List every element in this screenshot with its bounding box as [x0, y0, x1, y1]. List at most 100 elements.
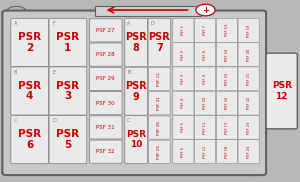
- Text: PSR
12: PSR 12: [272, 81, 292, 101]
- FancyBboxPatch shape: [149, 140, 170, 163]
- FancyBboxPatch shape: [11, 67, 49, 115]
- Text: +: +: [202, 5, 209, 15]
- Text: PSF 25: PSF 25: [158, 145, 161, 159]
- FancyBboxPatch shape: [173, 140, 194, 164]
- Text: PSR
2: PSR 2: [18, 32, 41, 53]
- Text: PSF 30: PSF 30: [96, 101, 115, 106]
- Text: PSF 29: PSF 29: [96, 76, 115, 81]
- Circle shape: [243, 163, 264, 176]
- Bar: [94, 6, 201, 16]
- Text: PSF 11: PSF 11: [158, 72, 161, 86]
- FancyBboxPatch shape: [238, 91, 259, 115]
- Text: PSF 21: PSF 21: [158, 96, 161, 110]
- FancyBboxPatch shape: [49, 67, 87, 115]
- Text: PSR
4: PSR 4: [18, 81, 41, 101]
- Text: PSR
9: PSR 9: [125, 81, 147, 102]
- FancyBboxPatch shape: [216, 115, 238, 139]
- FancyBboxPatch shape: [216, 43, 238, 67]
- FancyBboxPatch shape: [125, 116, 148, 164]
- FancyBboxPatch shape: [125, 18, 148, 67]
- Text: PSF 24: PSF 24: [247, 146, 250, 158]
- Text: PSF 5: PSF 5: [182, 122, 185, 132]
- Text: PSF 8: PSF 8: [203, 50, 207, 60]
- Text: PSR
6: PSR 6: [18, 129, 41, 150]
- FancyBboxPatch shape: [216, 91, 238, 115]
- FancyBboxPatch shape: [125, 67, 148, 115]
- Text: PSR
1: PSR 1: [56, 32, 80, 53]
- FancyBboxPatch shape: [194, 115, 216, 139]
- FancyBboxPatch shape: [194, 91, 216, 115]
- Text: A: A: [14, 21, 17, 26]
- FancyBboxPatch shape: [238, 115, 259, 139]
- Text: C: C: [127, 118, 130, 123]
- FancyBboxPatch shape: [89, 92, 122, 115]
- Text: PSF 11: PSF 11: [203, 121, 207, 134]
- FancyBboxPatch shape: [2, 11, 266, 175]
- FancyBboxPatch shape: [266, 53, 297, 129]
- Circle shape: [6, 6, 27, 19]
- FancyBboxPatch shape: [238, 140, 259, 164]
- FancyBboxPatch shape: [89, 140, 122, 163]
- FancyBboxPatch shape: [49, 18, 87, 67]
- FancyBboxPatch shape: [194, 18, 216, 42]
- FancyBboxPatch shape: [238, 43, 259, 67]
- Text: C: C: [14, 118, 17, 123]
- FancyBboxPatch shape: [149, 92, 170, 115]
- Text: PSF 17: PSF 17: [225, 121, 229, 134]
- FancyBboxPatch shape: [216, 67, 238, 91]
- FancyBboxPatch shape: [173, 18, 194, 42]
- Text: PSF 4: PSF 4: [182, 98, 185, 108]
- Text: PSF 14: PSF 14: [225, 48, 229, 61]
- Text: PSF 26: PSF 26: [158, 120, 161, 134]
- FancyBboxPatch shape: [216, 140, 238, 164]
- Text: PSF 21: PSF 21: [247, 73, 250, 85]
- Text: PSR
3: PSR 3: [56, 81, 80, 101]
- Text: PSF 7: PSF 7: [203, 25, 207, 35]
- FancyBboxPatch shape: [173, 91, 194, 115]
- Text: PSF 22: PSF 22: [247, 97, 250, 109]
- FancyBboxPatch shape: [194, 43, 216, 67]
- FancyBboxPatch shape: [89, 67, 122, 90]
- FancyBboxPatch shape: [173, 67, 194, 91]
- Text: D: D: [150, 21, 154, 26]
- Text: PSF 1: PSF 1: [182, 25, 185, 35]
- FancyBboxPatch shape: [89, 116, 122, 139]
- Text: PSF 2: PSF 2: [182, 50, 185, 60]
- Text: PSF 18: PSF 18: [225, 146, 229, 158]
- Text: PSF 3: PSF 3: [182, 74, 185, 84]
- FancyBboxPatch shape: [238, 18, 259, 42]
- Text: E: E: [52, 70, 55, 75]
- Text: PSF 9: PSF 9: [203, 74, 207, 84]
- FancyBboxPatch shape: [49, 115, 87, 164]
- Text: A: A: [127, 21, 130, 26]
- Text: PSF 16: PSF 16: [225, 97, 229, 109]
- FancyBboxPatch shape: [216, 18, 238, 42]
- FancyBboxPatch shape: [194, 140, 216, 164]
- Text: PSF 12: PSF 12: [203, 146, 207, 158]
- Text: F: F: [52, 21, 55, 26]
- FancyBboxPatch shape: [148, 18, 171, 67]
- Text: PSR
10: PSR 10: [126, 130, 146, 149]
- Text: PSF 28: PSF 28: [96, 52, 115, 57]
- Circle shape: [196, 4, 215, 16]
- Text: PSF 10: PSF 10: [203, 97, 207, 109]
- FancyBboxPatch shape: [89, 19, 122, 42]
- FancyBboxPatch shape: [194, 67, 216, 91]
- Text: PSF 6: PSF 6: [182, 147, 185, 157]
- FancyBboxPatch shape: [173, 43, 194, 67]
- Text: B: B: [14, 70, 17, 75]
- Text: PSR
8: PSR 8: [125, 32, 147, 53]
- Text: PSF 15: PSF 15: [225, 73, 229, 85]
- Text: PSF 27: PSF 27: [96, 28, 115, 33]
- FancyBboxPatch shape: [238, 67, 259, 91]
- FancyBboxPatch shape: [11, 18, 49, 67]
- Text: PSF 20: PSF 20: [247, 48, 250, 61]
- Text: PSF 23: PSF 23: [247, 121, 250, 134]
- Text: PSR
5: PSR 5: [56, 129, 80, 150]
- Text: PSF 13: PSF 13: [225, 24, 229, 36]
- Text: PSF 19: PSF 19: [247, 24, 250, 37]
- FancyBboxPatch shape: [149, 68, 170, 91]
- FancyBboxPatch shape: [89, 43, 122, 66]
- Text: PSF 32: PSF 32: [96, 149, 115, 154]
- Text: PSR
7: PSR 7: [148, 32, 170, 53]
